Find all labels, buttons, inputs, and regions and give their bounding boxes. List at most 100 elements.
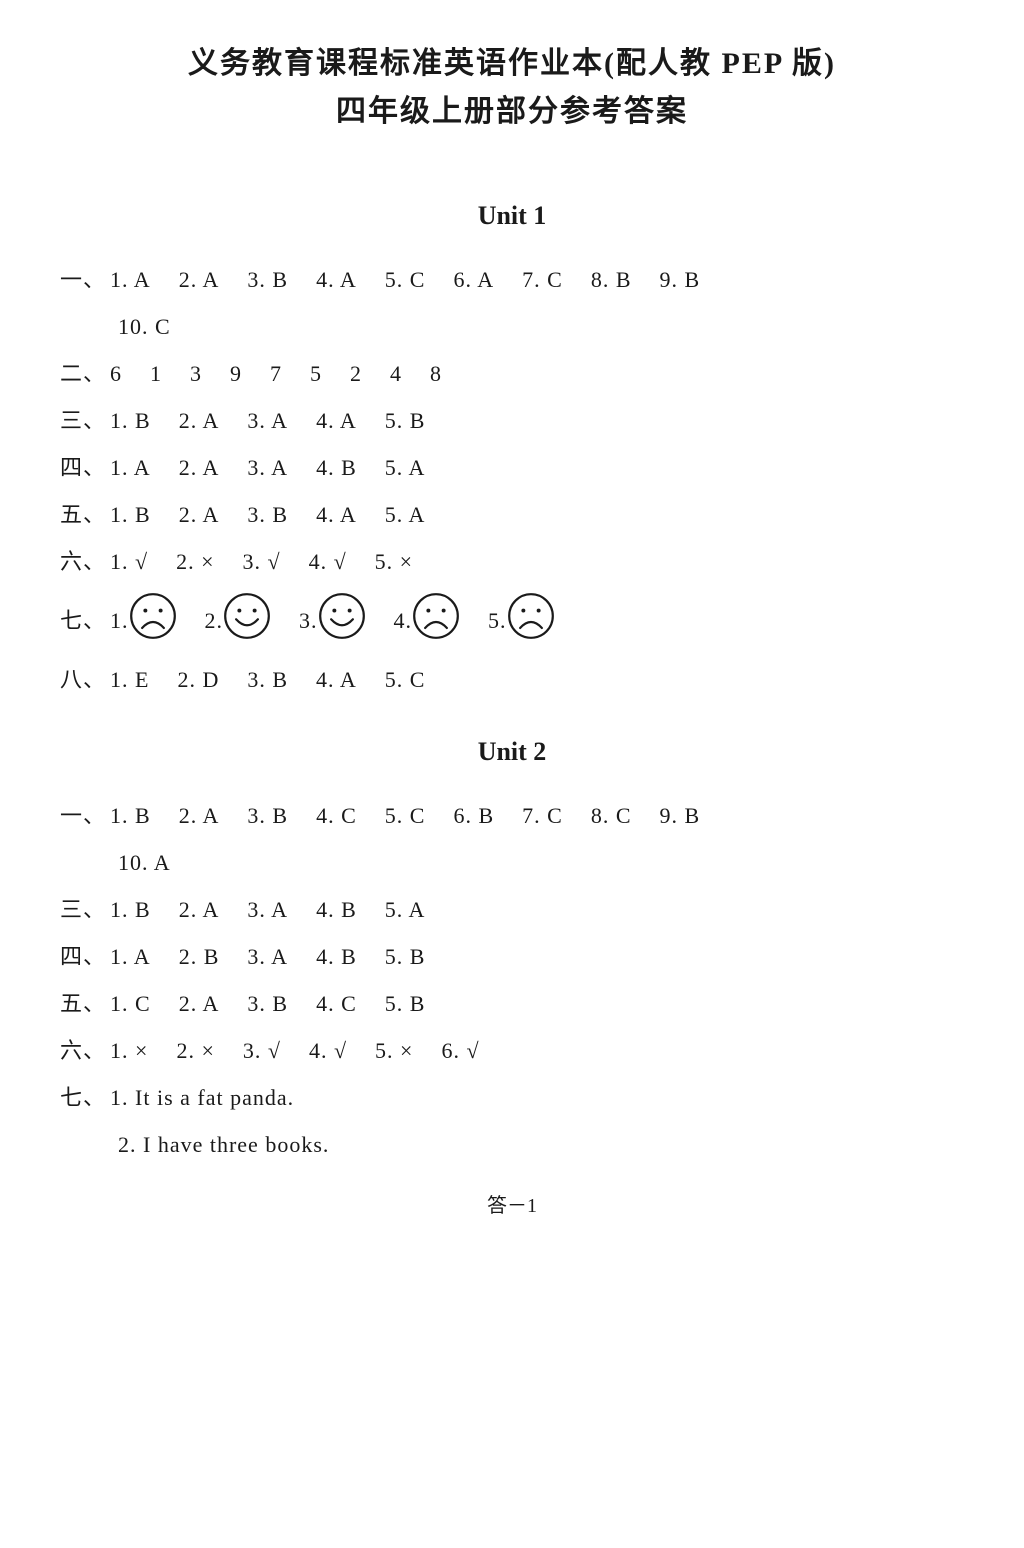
answer-item: 3. √: [243, 1034, 281, 1067]
answer-item: 2. ×: [176, 545, 214, 578]
face-item: 5.: [488, 592, 555, 649]
answer-item: 10. C: [118, 310, 171, 343]
answer-item: 1. B: [110, 893, 151, 926]
answer-item: 1: [150, 357, 162, 390]
u2-q4-label: 四、: [60, 940, 106, 973]
sad-face-icon: [507, 592, 555, 649]
num: 5.: [488, 604, 507, 637]
answer-item: 9: [230, 357, 242, 390]
u1-q8-label: 八、: [60, 663, 106, 696]
answer-item: 5. A: [385, 498, 426, 531]
answer-item: 4: [390, 357, 402, 390]
u2-q6-label: 六、: [60, 1034, 106, 1067]
u1-q5-label: 五、: [60, 498, 106, 531]
answer-item: 4. √: [309, 1034, 347, 1067]
answer-item: 7: [270, 357, 282, 390]
answer-item: 1. E: [110, 663, 149, 696]
answer-item: 6. A: [453, 263, 494, 296]
u1-q3: 三、 1. B 2. A 3. A 4. A 5. B: [60, 404, 964, 437]
answer-item: 3. B: [247, 987, 288, 1020]
answer-item: 4. A: [316, 263, 357, 296]
answer-item: 2: [350, 357, 362, 390]
happy-face-icon: [223, 592, 271, 649]
answer-item: 5. A: [385, 893, 426, 926]
answer-item: 5. C: [385, 799, 426, 832]
u2-q5: 五、 1. C 2. A 3. B 4. C 5. B: [60, 987, 964, 1020]
answer-item: 2. A: [179, 893, 220, 926]
u1-q8: 八、 1. E 2. D 3. B 4. A 5. C: [60, 663, 964, 696]
answer-item: 4. A: [316, 498, 357, 531]
answer-item: 2. A: [179, 987, 220, 1020]
answer-item: 6: [110, 357, 122, 390]
face-item: 4.: [394, 592, 461, 649]
unit-1-heading: Unit 1: [60, 196, 964, 235]
answer-item: 1. A: [110, 263, 151, 296]
answer-item: 5. B: [385, 940, 426, 973]
answer-item: 2. A: [179, 498, 220, 531]
title-line-2: 四年级上册部分参考答案: [60, 88, 964, 136]
answer-item: 2. A: [179, 404, 220, 437]
answer-item: 2. ×: [176, 1034, 214, 1067]
u2-q3: 三、 1. B 2. A 3. A 4. B 5. A: [60, 893, 964, 926]
answer-item: 5. B: [385, 404, 426, 437]
answer-item: 4. A: [316, 663, 357, 696]
u2-q6: 六、 1. × 2. × 3. √ 4. √ 5. × 6. √: [60, 1034, 964, 1067]
sentence: 1. It is a fat panda.: [110, 1081, 294, 1114]
u1-q6: 六、 1. √ 2. × 3. √ 4. √ 5. ×: [60, 545, 964, 578]
u2-q1-extra: 10. A: [60, 846, 964, 879]
u1-q1: 一、 1. A 2. A 3. B 4. A 5. C 6. A 7. C 8.…: [60, 263, 964, 296]
answer-item: 1. C: [110, 987, 151, 1020]
u2-q7-label: 七、: [60, 1081, 106, 1114]
u2-q5-label: 五、: [60, 987, 106, 1020]
u2-q4: 四、 1. A 2. B 3. A 4. B 5. B: [60, 940, 964, 973]
answer-item: 2. A: [179, 451, 220, 484]
page-footer: 答－1: [60, 1191, 964, 1221]
answer-item: 6. B: [453, 799, 494, 832]
u1-q1-label: 一、: [60, 263, 106, 296]
sentence: 2. I have three books.: [118, 1128, 329, 1161]
answer-item: 2. B: [179, 940, 220, 973]
u1-q7-label: 七、: [60, 604, 106, 637]
answer-item: 2. D: [177, 663, 219, 696]
answer-item: 1. A: [110, 451, 151, 484]
u2-q1: 一、 1. B 2. A 3. B 4. C 5. C 6. B 7. C 8.…: [60, 799, 964, 832]
answer-item: 8. C: [591, 799, 632, 832]
u2-q7-line1: 七、 1. It is a fat panda.: [60, 1081, 964, 1114]
u1-q1-extra: 10. C: [60, 310, 964, 343]
answer-item: 1. A: [110, 940, 151, 973]
answer-item: 9. B: [660, 799, 701, 832]
num: 4.: [394, 604, 413, 637]
answer-item: 5. ×: [375, 1034, 413, 1067]
answer-item: 3. B: [247, 799, 288, 832]
answer-item: 5. A: [385, 451, 426, 484]
happy-face-icon: [318, 592, 366, 649]
answer-item: 8. B: [591, 263, 632, 296]
answer-item: 4. B: [316, 940, 357, 973]
u1-q3-label: 三、: [60, 404, 106, 437]
sad-face-icon: [129, 592, 177, 649]
answer-item: 4. A: [316, 404, 357, 437]
answer-item: 8: [430, 357, 442, 390]
answer-item: 1. B: [110, 799, 151, 832]
face-item: 2.: [205, 592, 272, 649]
answer-item: 7. C: [522, 263, 563, 296]
u1-q5: 五、 1. B 2. A 3. B 4. A 5. A: [60, 498, 964, 531]
u2-q7-line2: 2. I have three books.: [60, 1128, 964, 1161]
num: 3.: [299, 604, 318, 637]
u2-q1-label: 一、: [60, 799, 106, 832]
answer-item: 3. B: [247, 263, 288, 296]
answer-item: 2. A: [179, 799, 220, 832]
num: 2.: [205, 604, 224, 637]
u1-q2: 二、 6 1 3 9 7 5 2 4 8: [60, 357, 964, 390]
answer-item: 1. √: [110, 545, 148, 578]
answer-item: 4. C: [316, 987, 357, 1020]
answer-item: 9. B: [660, 263, 701, 296]
answer-item: 4. √: [309, 545, 347, 578]
answer-item: 7. C: [522, 799, 563, 832]
answer-item: 1. B: [110, 498, 151, 531]
answer-item: 5. B: [385, 987, 426, 1020]
u1-q4: 四、 1. A 2. A 3. A 4. B 5. A: [60, 451, 964, 484]
u1-q6-label: 六、: [60, 545, 106, 578]
sad-face-icon: [412, 592, 460, 649]
answer-item: 5: [310, 357, 322, 390]
